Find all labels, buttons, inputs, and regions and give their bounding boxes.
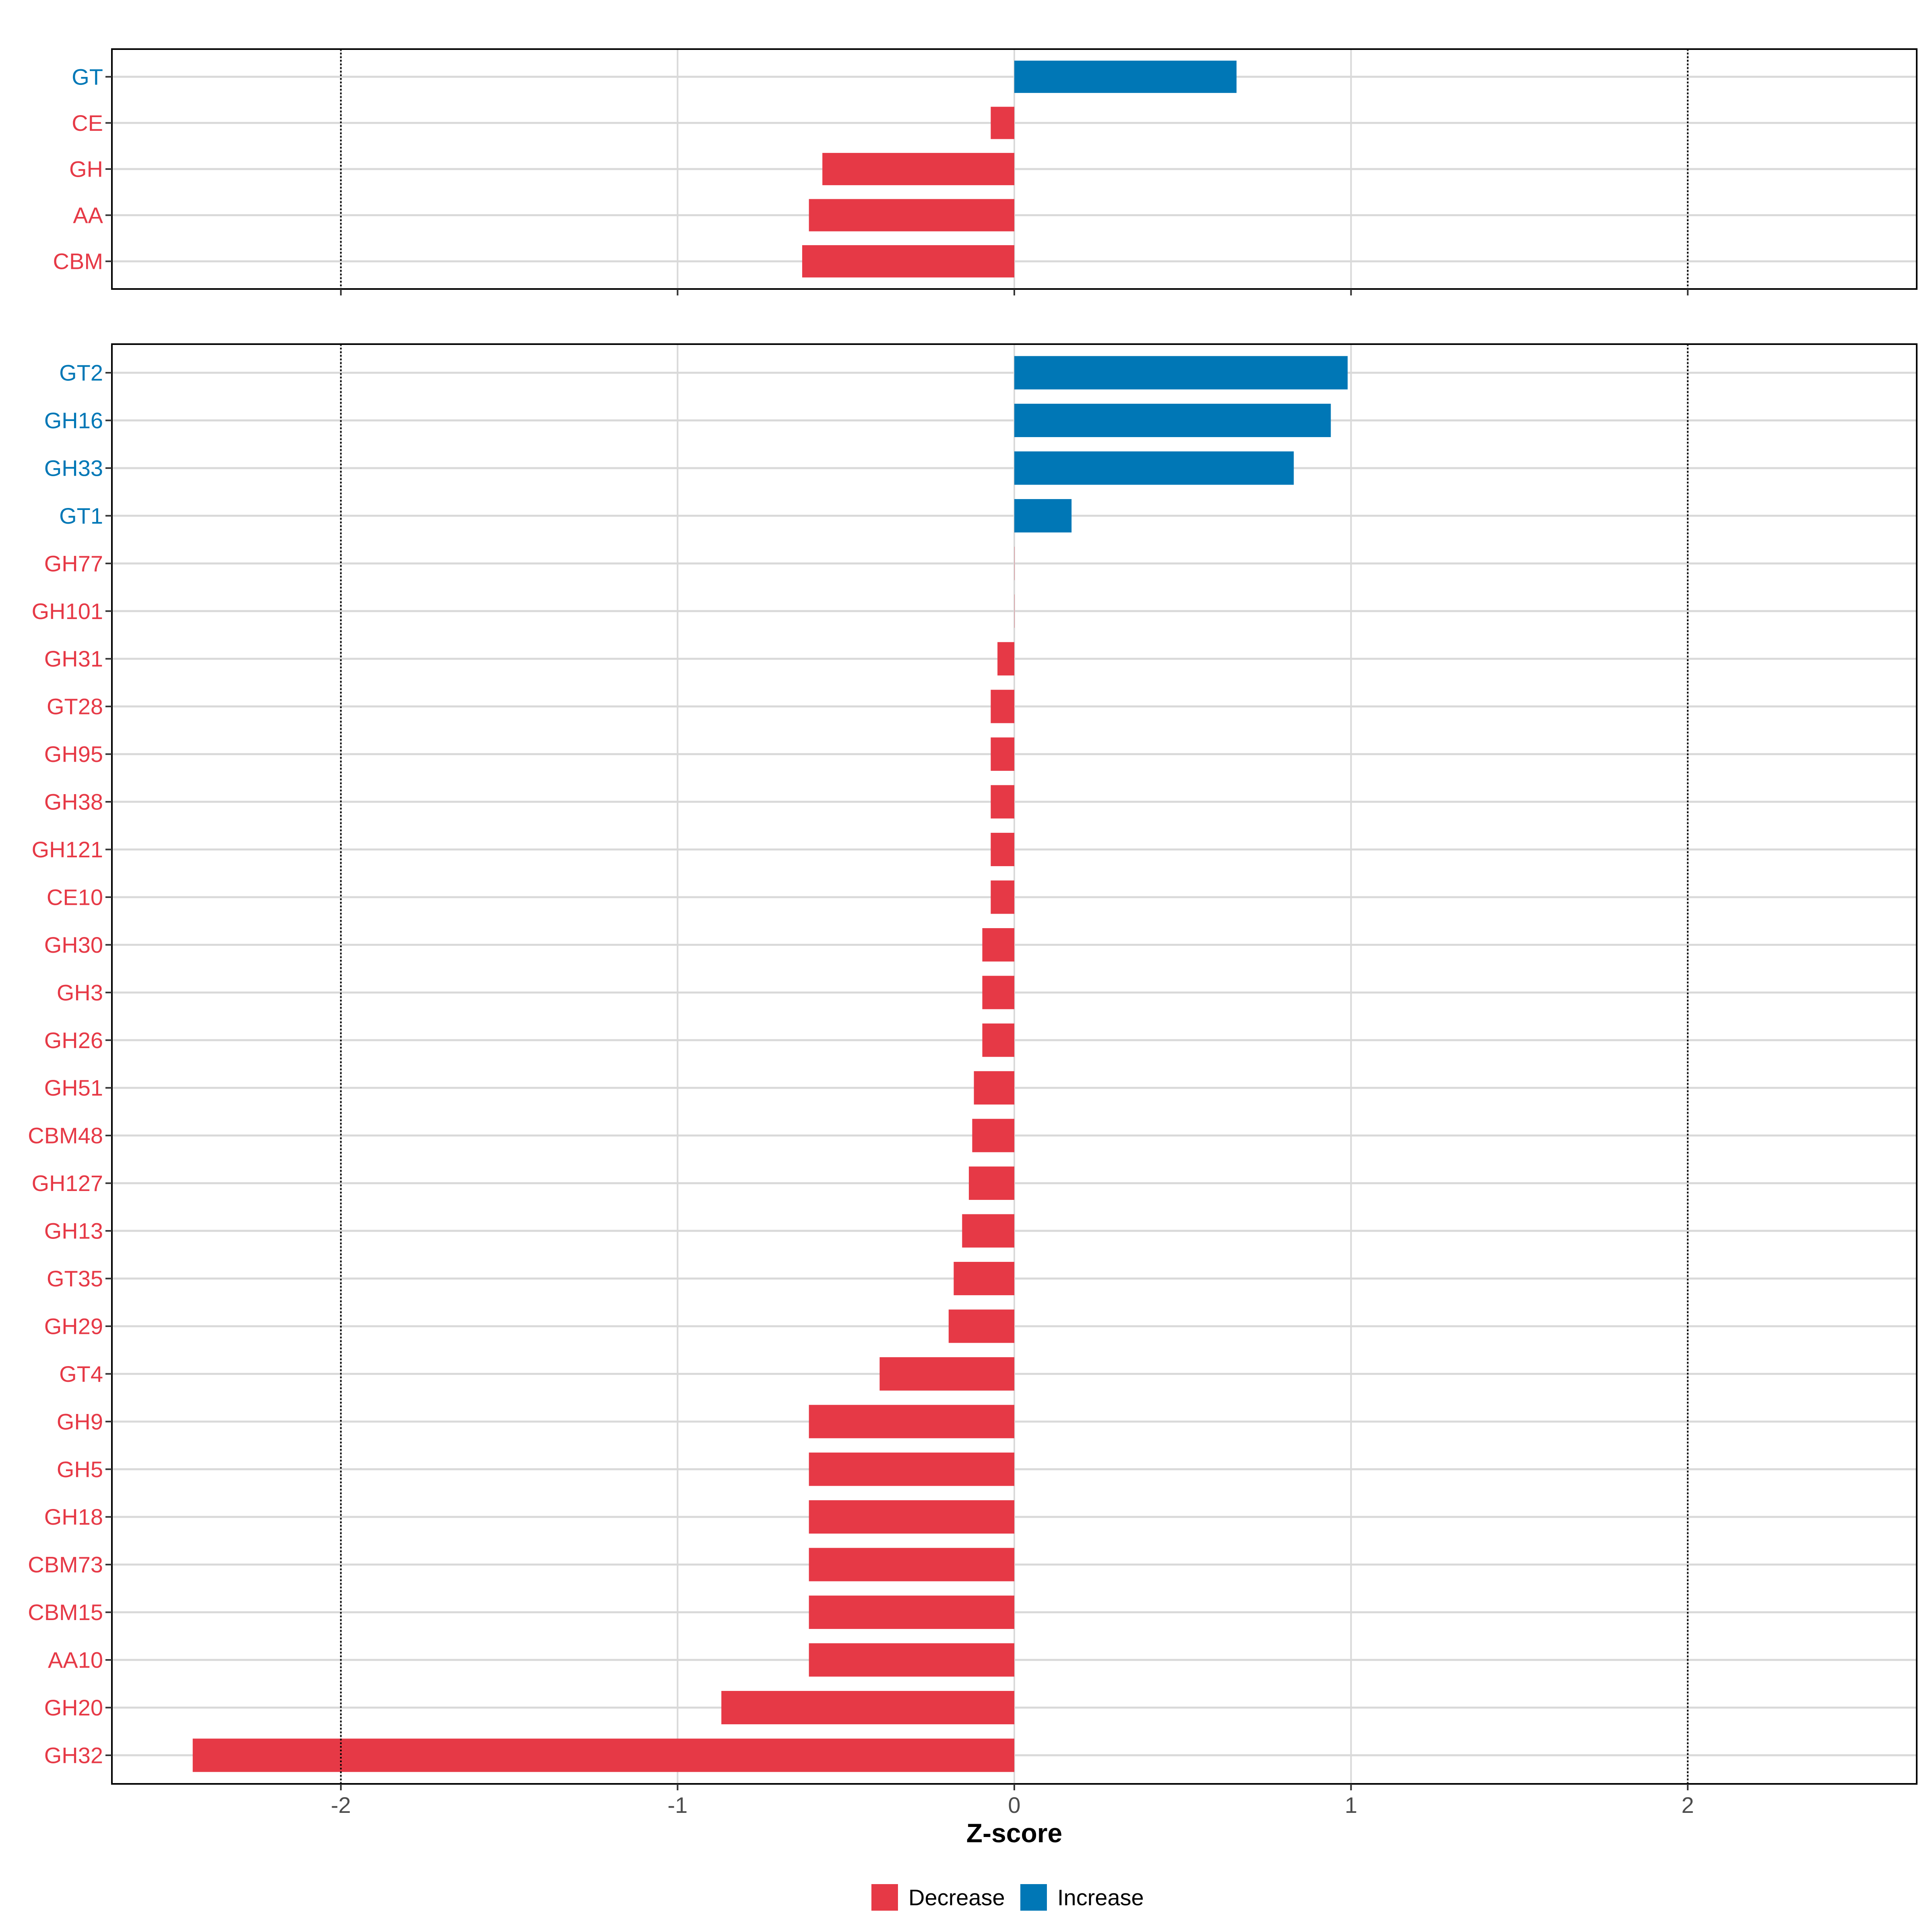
y-tick-label: CBM73 (28, 1552, 103, 1577)
x-axis-title: Z-score (966, 1818, 1062, 1848)
bar-GH3 (982, 976, 1014, 1009)
bar-AA (809, 199, 1014, 231)
x-tick-label: 1 (1345, 1792, 1357, 1818)
y-tick-label: GH77 (44, 551, 103, 576)
x-tick-label: 2 (1682, 1792, 1694, 1818)
panels-layer: GTCEGHAACBMGT2GH16GH33GT1GH77GH101GH31GT… (28, 48, 1918, 1790)
x-tick-label: -2 (331, 1792, 351, 1818)
y-tick-label: GH29 (44, 1313, 103, 1339)
bar-GH9 (809, 1405, 1014, 1439)
y-tick-label: CE10 (47, 884, 103, 910)
bar-GT35 (954, 1262, 1014, 1295)
x-axis: -2 -1 0 1 2 (331, 1792, 1694, 1818)
bar-GH29 (948, 1309, 1014, 1343)
bar-CBM (802, 245, 1014, 278)
y-tick-label: GH5 (57, 1457, 103, 1482)
y-tick-label: GH38 (44, 789, 103, 815)
y-tick-label: CBM48 (28, 1123, 103, 1148)
y-tick-label: AA (73, 202, 103, 228)
bar-GT28 (991, 689, 1014, 723)
bar-GH13 (962, 1214, 1014, 1248)
bar-GT4 (879, 1357, 1014, 1391)
y-tick-label: CBM15 (28, 1600, 103, 1625)
x-tick-label: -1 (668, 1792, 688, 1818)
y-tick-label: GH18 (44, 1504, 103, 1530)
bar-CBM73 (809, 1548, 1014, 1581)
bar-GH32 (192, 1738, 1014, 1772)
y-tick-label: GH13 (44, 1218, 103, 1244)
y-tick-label: AA10 (48, 1647, 103, 1673)
y-tick-label: GH3 (57, 980, 103, 1005)
bar-CBM48 (972, 1119, 1014, 1152)
bar-GH101 (1014, 594, 1015, 628)
bar-CBM15 (809, 1596, 1014, 1629)
legend-label: Decrease (908, 1885, 1005, 1910)
y-tick-label: CE (72, 110, 103, 136)
y-tick-label: GH16 (44, 408, 103, 433)
legend: Decrease Increase (871, 1884, 1144, 1911)
bar-GH16 (1014, 404, 1331, 437)
bar-GT1 (1014, 499, 1072, 533)
bar-GH (822, 153, 1014, 186)
y-tick-label: GH30 (44, 932, 103, 958)
y-tick-label: GT2 (59, 360, 103, 386)
bar-GH18 (809, 1500, 1014, 1534)
bar-GH127 (969, 1166, 1014, 1200)
legend-item-increase: Increase (1020, 1884, 1144, 1911)
panel-subfamily: GT2 GH16 GH33 GT1 GH77 GH101 GH31 GT28 GH95 GH38 G… (28, 343, 1918, 1790)
legend-key (871, 1884, 898, 1911)
x-tick-label: 0 (1008, 1792, 1020, 1818)
bar-GH51 (974, 1071, 1014, 1105)
bar-GH30 (982, 928, 1014, 962)
y-tick-label: GH (69, 157, 103, 182)
y-tick-label: GT (72, 64, 103, 89)
bar-CE (991, 107, 1014, 139)
bar-GH95 (991, 737, 1014, 771)
legend-item-decrease: Decrease (871, 1884, 1005, 1911)
y-tick-label: GH32 (44, 1742, 103, 1768)
y-tick-label: GT35 (47, 1266, 103, 1291)
y-tick-label: GH26 (44, 1028, 103, 1053)
y-tick-label: GT28 (47, 694, 103, 719)
y-tick-label: GH33 (44, 455, 103, 481)
bar-GH31 (997, 642, 1014, 676)
bar-AA10 (809, 1643, 1014, 1677)
y-tick-label: GH20 (44, 1695, 103, 1720)
bar-CE10 (991, 880, 1014, 914)
bar-GH26 (982, 1023, 1014, 1057)
bar-GH20 (721, 1691, 1014, 1724)
y-tick-label: GH51 (44, 1075, 103, 1100)
legend-key (1020, 1884, 1047, 1911)
bar-GH77 (1014, 547, 1015, 580)
y-tick-label: GH121 (32, 837, 103, 862)
panel-family: GT CE GH AA CBM (53, 48, 1918, 295)
y-tick-label: GH127 (32, 1170, 103, 1196)
bar-GH121 (991, 833, 1014, 866)
y-tick-label: GH9 (57, 1409, 103, 1434)
y-tick-label: GT1 (59, 503, 103, 528)
bar-GT (1014, 60, 1237, 93)
bar-GH33 (1014, 451, 1294, 485)
y-tick-label: GH95 (44, 741, 103, 767)
bar-GH38 (991, 785, 1014, 819)
y-tick-label: GT4 (59, 1361, 103, 1387)
y-tick-label: GH31 (44, 646, 103, 671)
legend-label: Increase (1057, 1885, 1144, 1910)
y-tick-label: CBM (53, 249, 103, 274)
bar-GH5 (809, 1452, 1014, 1486)
y-tick-label: GH101 (32, 599, 103, 624)
bar-GT2 (1014, 356, 1348, 390)
